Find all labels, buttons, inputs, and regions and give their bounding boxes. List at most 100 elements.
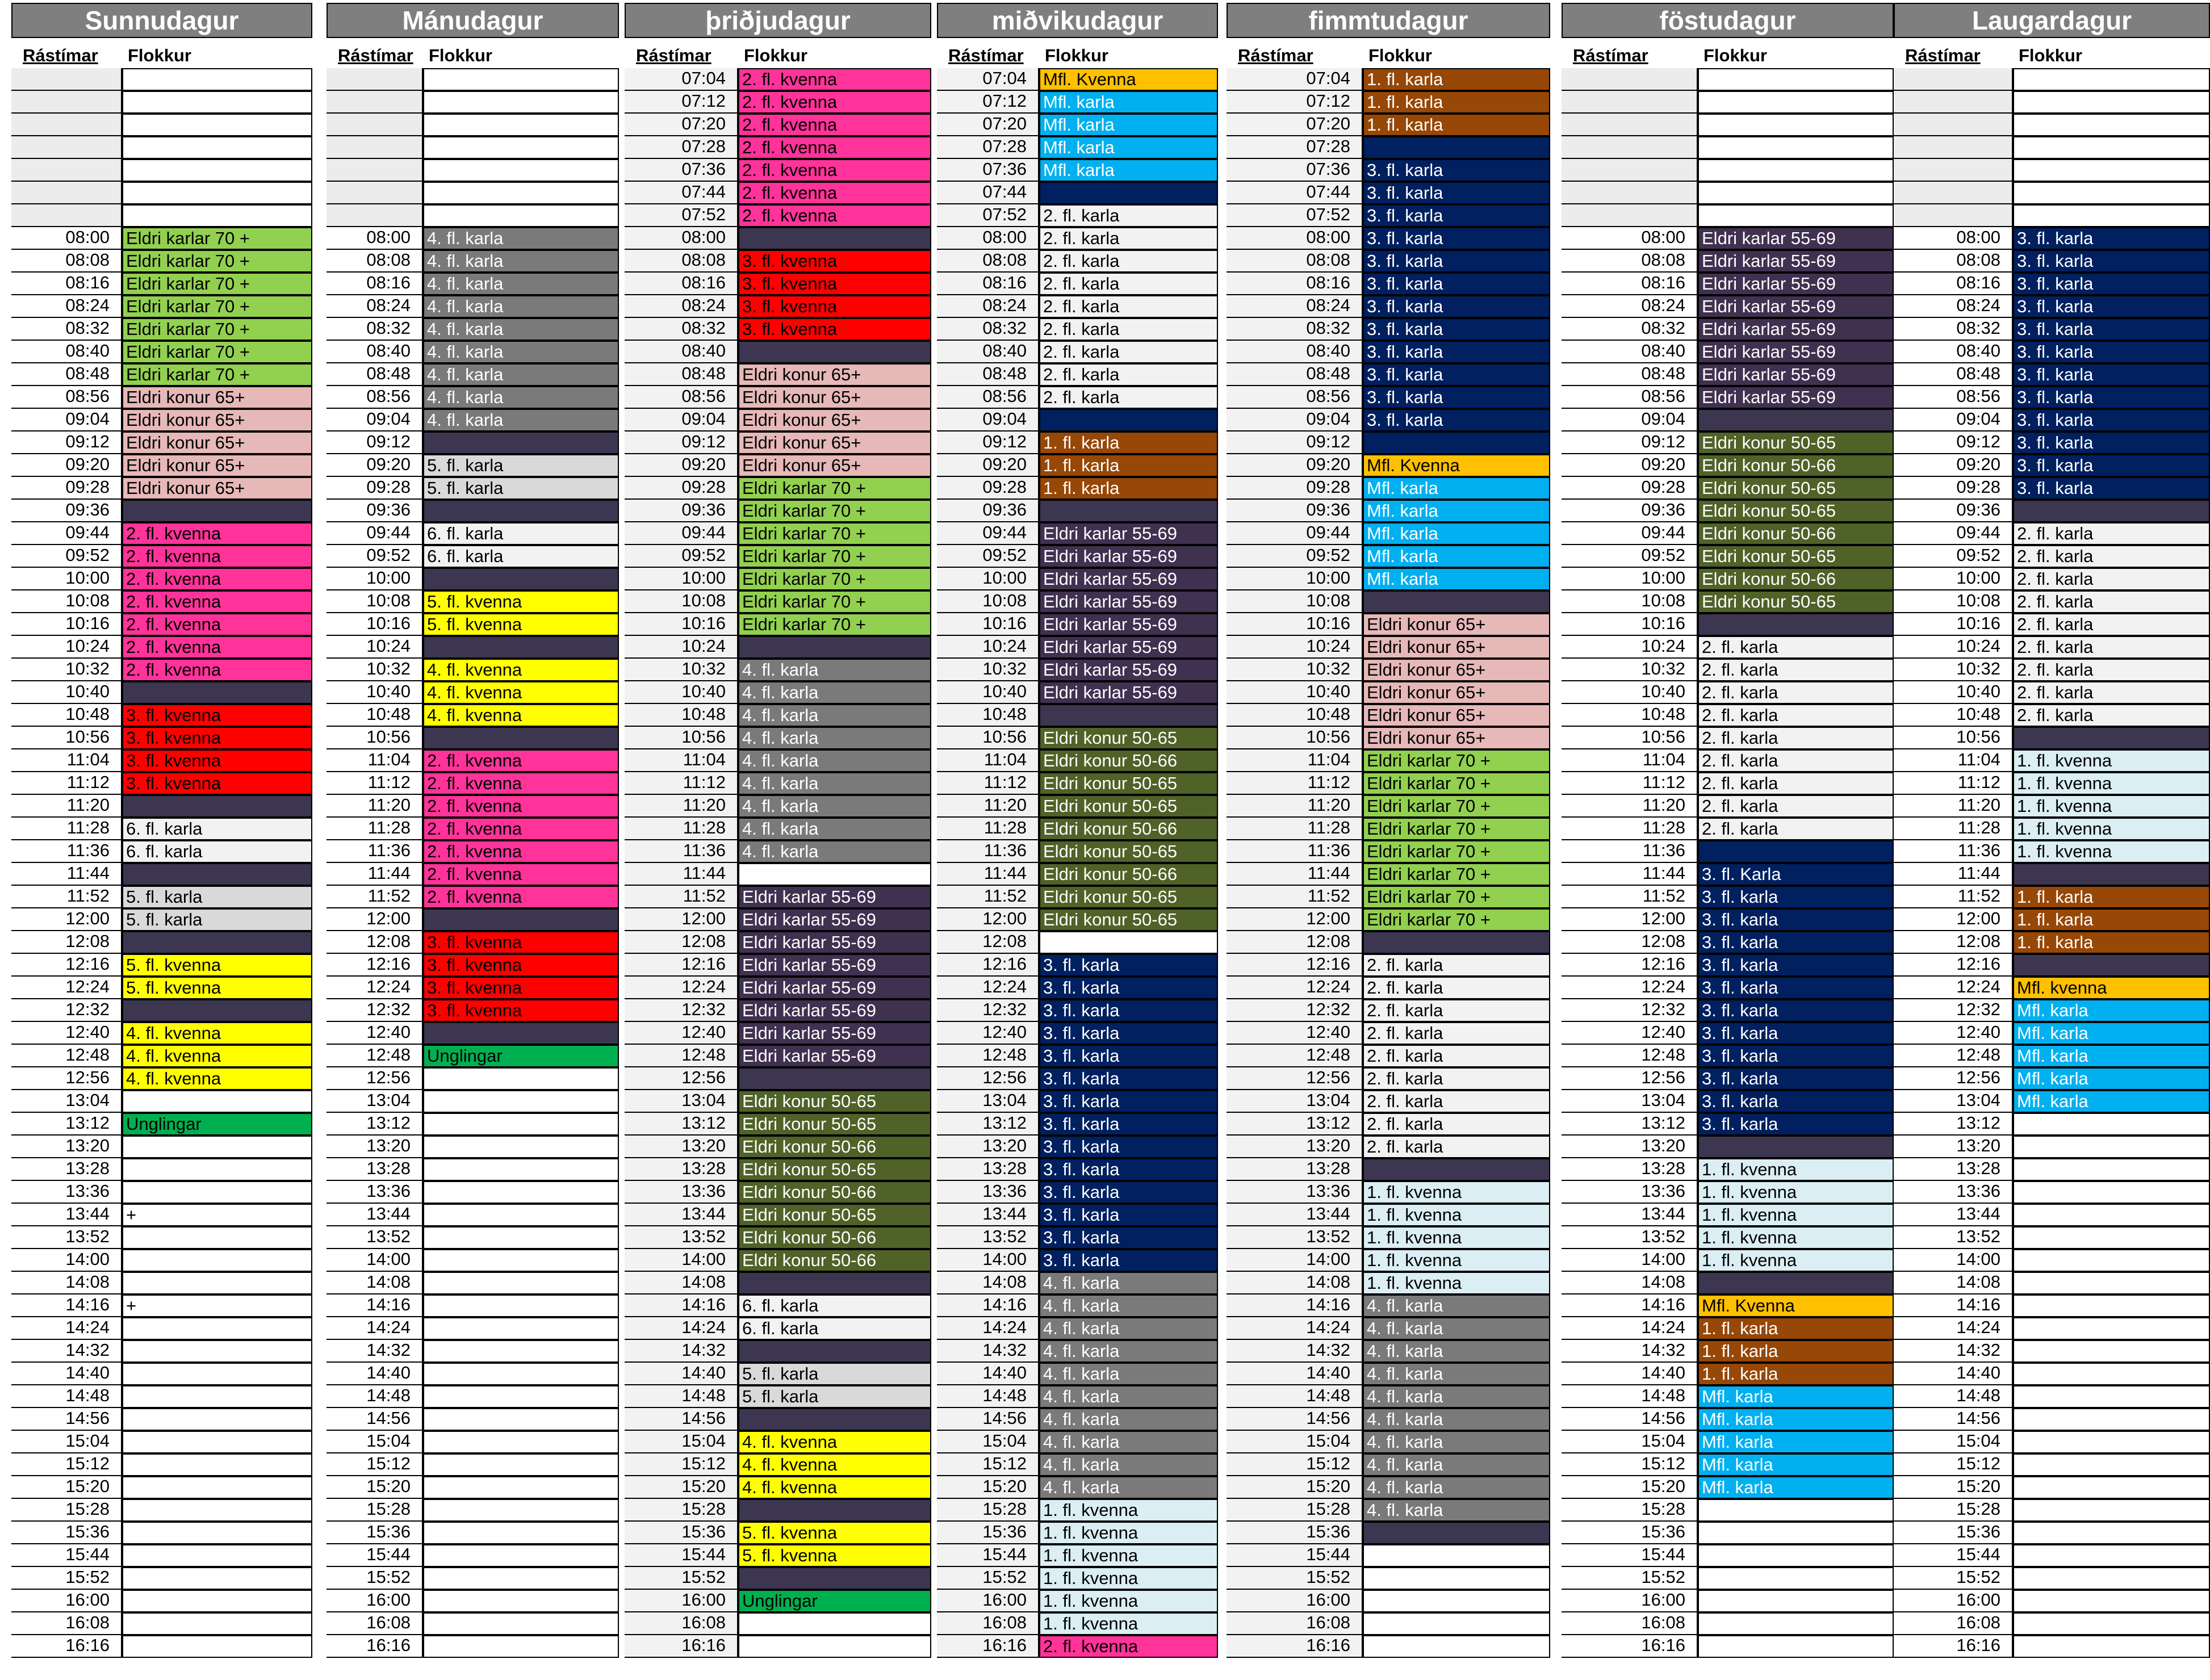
schedule-slot xyxy=(1698,1499,1894,1522)
time-cell: 16:08 xyxy=(11,1612,122,1635)
schedule-slot xyxy=(2013,91,2210,114)
time-cell: 15:36 xyxy=(625,1522,738,1544)
time-cell: 13:12 xyxy=(327,1113,423,1136)
schedule-slot: 2. fl. karla xyxy=(1363,1113,1550,1136)
schedule-slot: 2. fl. kvenna xyxy=(423,886,619,908)
schedule-slot: Mfl. karla xyxy=(1698,1431,1894,1453)
schedule-slot: 4. fl. karla xyxy=(423,250,619,273)
schedule-slot: 3. fl. karla xyxy=(1039,999,1218,1022)
time-cell: 08:24 xyxy=(1894,295,2013,318)
time-cell: 10:24 xyxy=(625,636,738,659)
time-cell: 08:48 xyxy=(937,363,1039,386)
time-cell: 14:08 xyxy=(1562,1272,1698,1294)
time-cell: 12:24 xyxy=(625,977,738,999)
time-cell: 08:32 xyxy=(1227,318,1363,341)
time-cell: 10:32 xyxy=(1227,659,1363,681)
time-cell: 08:00 xyxy=(1562,227,1698,250)
time-cell: 12:32 xyxy=(327,999,423,1022)
schedule-slot xyxy=(1698,1567,1894,1590)
time-cell: 10:48 xyxy=(11,704,122,727)
time-cell: 15:28 xyxy=(1894,1499,2013,1522)
day-header: Laugardagur xyxy=(1894,3,2210,38)
time-cell: 07:44 xyxy=(1227,182,1363,204)
schedule-slot: 2. fl. kvenna xyxy=(423,863,619,886)
time-cell: 12:56 xyxy=(1562,1067,1698,1090)
time-cell: 14:32 xyxy=(1562,1340,1698,1363)
schedule-slot: 1. fl. karla xyxy=(1363,68,1550,91)
schedule-slot: Eldri konur 50-65 xyxy=(1698,590,1894,613)
schedule-slot: 1. fl. kvenna xyxy=(2013,795,2210,818)
time-cell: 08:32 xyxy=(625,318,738,341)
time-cell: 13:28 xyxy=(1227,1158,1363,1181)
schedule-slot xyxy=(423,1317,619,1340)
time-cell: 14:56 xyxy=(1562,1408,1698,1431)
time-cell: 14:40 xyxy=(1227,1363,1363,1385)
schedule-slot: 3. fl. karla xyxy=(1363,182,1550,204)
time-cell: 14:24 xyxy=(625,1317,738,1340)
schedule-slot: Eldri karlar 70 + xyxy=(1363,795,1550,818)
time-cell: 14:08 xyxy=(1894,1272,2013,1294)
time-cell: 13:20 xyxy=(327,1136,423,1158)
schedule-slot xyxy=(423,182,619,204)
schedule-slot xyxy=(2013,1317,2210,1340)
schedule-slot xyxy=(423,1181,619,1204)
schedule-slot: 2. fl. karla xyxy=(1363,954,1550,977)
schedule-slot xyxy=(423,636,619,659)
schedule-slot: Eldri karlar 70 + xyxy=(738,568,931,590)
schedule-slot: 5. fl. kvenna xyxy=(738,1522,931,1544)
time-cell: 15:36 xyxy=(11,1522,122,1544)
schedule-slot: 3. fl. karla xyxy=(1363,273,1550,295)
time-cell xyxy=(1562,159,1698,182)
day-header: þriðjudagur xyxy=(625,3,931,38)
schedule-slot: Eldri konur 50-66 xyxy=(738,1249,931,1272)
time-cell: 14:08 xyxy=(1227,1272,1363,1294)
time-cell: 09:04 xyxy=(11,409,122,431)
time-cell: 12:16 xyxy=(1894,954,2013,977)
time-cell xyxy=(327,136,423,159)
time-cell: 14:48 xyxy=(937,1385,1039,1408)
time-cell: 14:24 xyxy=(937,1317,1039,1340)
schedule-slot xyxy=(122,1453,312,1476)
time-cell: 10:48 xyxy=(625,704,738,727)
schedule-slot xyxy=(1363,1590,1550,1612)
schedule-slot: 2. fl. karla xyxy=(2013,681,2210,704)
time-cell: 11:52 xyxy=(1562,886,1698,908)
time-cell: 12:32 xyxy=(11,999,122,1022)
time-cell: 12:40 xyxy=(11,1022,122,1045)
time-cell: 10:00 xyxy=(937,568,1039,590)
time-cell: 08:16 xyxy=(1227,273,1363,295)
time-cell: 09:36 xyxy=(1562,500,1698,522)
time-cell: 10:08 xyxy=(1894,590,2013,613)
schedule-slot: Eldri karlar 55-69 xyxy=(1039,522,1218,545)
time-cell: 14:48 xyxy=(1894,1385,2013,1408)
schedule-slot xyxy=(122,1590,312,1612)
schedule-slot: 4. fl. karla xyxy=(1039,1272,1218,1294)
time-cell: 15:28 xyxy=(625,1499,738,1522)
time-cell: 11:28 xyxy=(1894,818,2013,840)
time-cell: 08:40 xyxy=(937,341,1039,363)
schedule-slot xyxy=(423,1226,619,1249)
schedule-slot: 3. fl. kvenna xyxy=(738,318,931,341)
time-cell: 10:32 xyxy=(1562,659,1698,681)
schedule-slot: 4. fl. kvenna xyxy=(122,1067,312,1090)
time-cell: 13:28 xyxy=(1894,1158,2013,1181)
schedule-slot: 3. fl. karla xyxy=(1363,227,1550,250)
schedule-slot: 3. fl. karla xyxy=(1363,409,1550,431)
time-cell: 11:20 xyxy=(327,795,423,818)
schedule-slot: Eldri karlar 55-69 xyxy=(738,931,931,954)
time-cell: 10:56 xyxy=(327,727,423,749)
time-cell: 12:00 xyxy=(1227,908,1363,931)
schedule-slot: 2. fl. karla xyxy=(1698,749,1894,772)
time-cell: 09:04 xyxy=(1227,409,1363,431)
schedule-slot: Eldri konur 50-66 xyxy=(738,1181,931,1204)
schedule-slot xyxy=(122,182,312,204)
schedule-slot: 1. fl. karla xyxy=(2013,931,2210,954)
schedule-slot xyxy=(423,1590,619,1612)
time-cell: 12:16 xyxy=(625,954,738,977)
time-cell: 15:52 xyxy=(11,1567,122,1590)
time-cell: 08:00 xyxy=(937,227,1039,250)
schedule-slot: Eldri konur 50-65 xyxy=(1039,772,1218,795)
day-header: fimmtudagur xyxy=(1227,3,1550,38)
schedule-slot xyxy=(1698,1136,1894,1158)
schedule-slot: Mfl. Kvenna xyxy=(1363,454,1550,477)
